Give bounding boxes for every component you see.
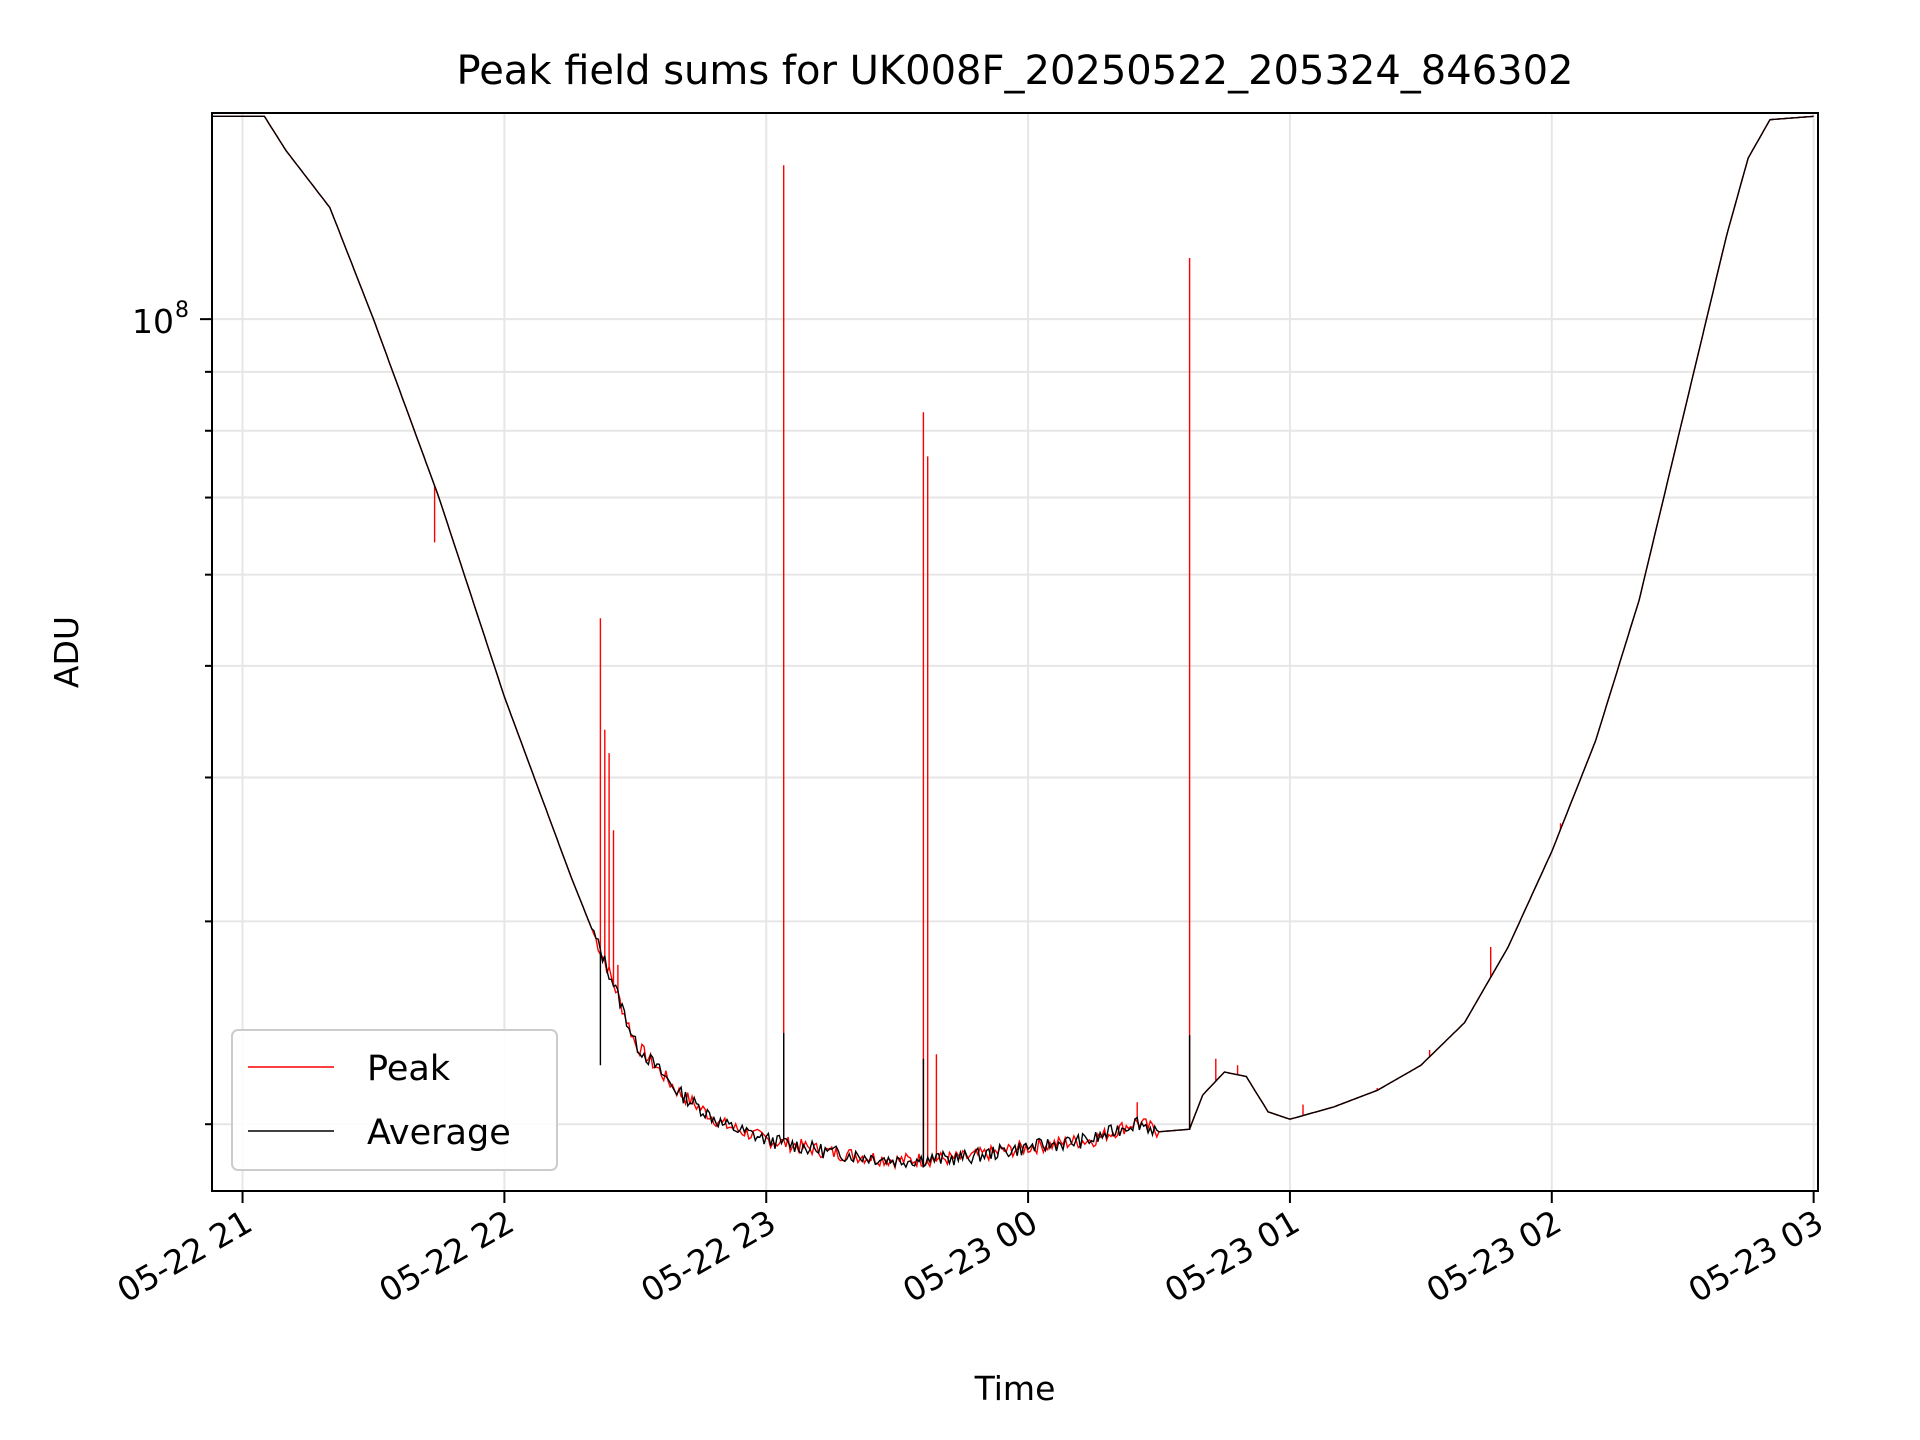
chart-title: Peak field sums for UK008F_20250522_2053… [457,48,1574,94]
y-tick-label: 10 [132,302,174,341]
x-tick-label: 05-23 00 [896,1202,1044,1310]
plot-area-frame [211,112,1819,1192]
legend-label-peak: Peak [367,1049,451,1089]
legend: Peak Average [231,1029,558,1171]
x-tick-label: 05-22 23 [634,1202,782,1310]
y-tick-label-exponent: 8 [175,298,189,323]
y-axis-title: ADU [47,616,86,688]
x-tick-label: 05-23 03 [1682,1202,1830,1310]
x-tick-label: 05-22 21 [111,1202,259,1310]
series-line-peak [212,115,1814,1171]
x-tick-label: 05-23 01 [1158,1202,1306,1310]
grid [212,113,1818,1191]
legend-label-average: Average [367,1113,511,1153]
x-tick-label: 05-22 22 [372,1202,520,1310]
x-axis-title: Time [974,1369,1056,1408]
series-lines [212,115,1814,1171]
legend-frame [231,1029,558,1171]
x-tick-label: 05-23 02 [1420,1202,1568,1310]
series-line-average [212,115,1814,1169]
